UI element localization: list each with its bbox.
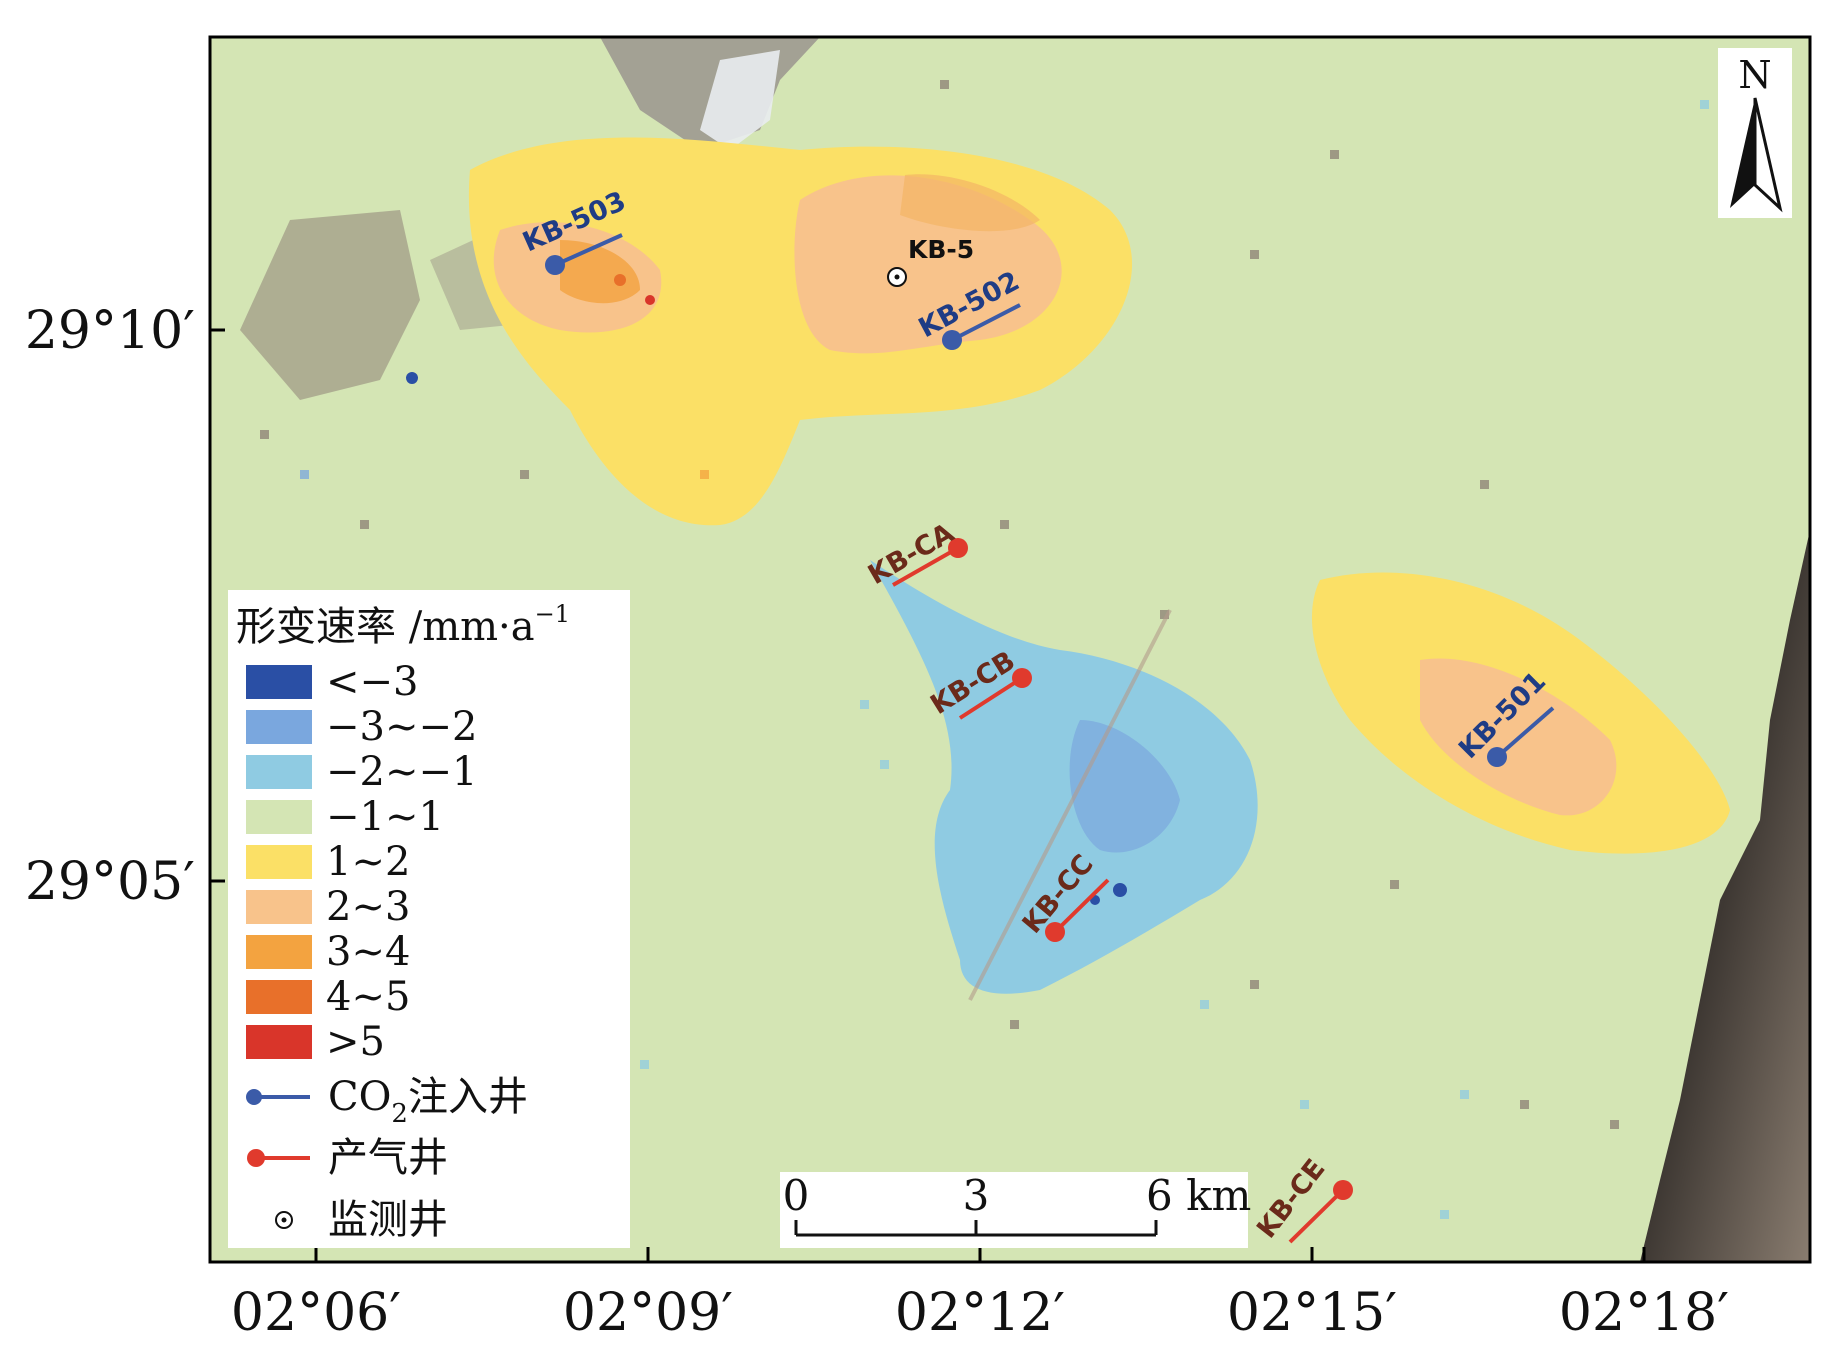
legend-class-label: 1~2 xyxy=(326,839,410,885)
legend-swatch xyxy=(246,845,312,879)
legend-class-label: >5 xyxy=(326,1019,385,1065)
north-arrow-icon xyxy=(1730,98,1755,208)
y-tick-label: 29°10′ xyxy=(25,301,195,361)
scale-label: 6 km xyxy=(1146,1171,1251,1220)
legend-class-item: 4~5 xyxy=(246,974,410,1020)
map-frame xyxy=(208,35,1812,1264)
legend-class-label: −1~1 xyxy=(326,794,444,840)
scale-label: 0 xyxy=(783,1171,810,1220)
north-label: N xyxy=(1738,53,1771,97)
legend-swatch xyxy=(246,710,312,744)
legend-class-item: >5 xyxy=(246,1019,385,1065)
pipeline-trace xyxy=(968,609,1172,1001)
x-tick-label: 02°12′ xyxy=(895,1283,1065,1343)
legend: 形变速率 /mm·a−1 <−3−3~−2−2~−1−1~11~22~33~44… xyxy=(228,590,630,1248)
x-tick-label: 02°09′ xyxy=(563,1283,733,1343)
legend-gas-well: 产气井 xyxy=(247,1135,448,1181)
subsidence-zone-center xyxy=(870,560,1258,994)
speckle-pixels xyxy=(260,80,1709,1219)
legend-swatch xyxy=(246,665,312,699)
north-arrow: N xyxy=(1718,48,1792,218)
x-tick-label: 02°15′ xyxy=(1227,1283,1397,1343)
legend-swatch xyxy=(246,980,312,1014)
legend-class-item: −2~−1 xyxy=(246,749,477,795)
legend-swatch xyxy=(246,800,312,834)
legend-class-item: <−3 xyxy=(246,659,418,705)
well-kb5[interactable]: KB-5 xyxy=(887,235,974,287)
legend-class-item: 2~3 xyxy=(246,884,410,930)
legend-label: 监测井 xyxy=(328,1197,448,1243)
legend-swatch xyxy=(246,890,312,924)
legend-label: CO2注入井 xyxy=(328,1074,528,1129)
legend-co2-well: CO2注入井 xyxy=(246,1074,528,1129)
legend-swatch xyxy=(246,755,312,789)
legend-class-item: −3~−2 xyxy=(246,704,477,750)
legend-classes: <−3−3~−2−2~−1−1~11~22~33~44~5>5 xyxy=(246,659,477,1065)
x-tick-label: 02°18′ xyxy=(1559,1283,1729,1343)
legend-swatch xyxy=(246,935,312,969)
x-tick-label: 02°06′ xyxy=(231,1283,401,1343)
legend-label: 产气井 xyxy=(328,1135,448,1181)
terrain-east-edge xyxy=(1640,530,1810,1262)
legend-class-label: −3~−2 xyxy=(326,704,477,750)
legend-class-label: <−3 xyxy=(326,659,418,705)
legend-class-label: 2~3 xyxy=(326,884,410,930)
legend-class-label: −2~−1 xyxy=(326,749,477,795)
legend-swatch xyxy=(246,1025,312,1059)
legend-class-item: 1~2 xyxy=(246,839,410,885)
legend-monitor-well: 监测井 xyxy=(275,1197,448,1243)
scale-bar: 0 3 6 km xyxy=(780,1171,1251,1248)
well-label: KB-5 xyxy=(908,235,974,264)
terrain-patch-west xyxy=(240,210,420,400)
legend-class-item: −1~1 xyxy=(246,794,444,840)
y-tick-label: 29°05′ xyxy=(25,852,195,912)
legend-class-label: 4~5 xyxy=(326,974,410,1020)
legend-class-label: 3~4 xyxy=(326,929,410,975)
legend-class-item: 3~4 xyxy=(246,929,410,975)
legend-title: 形变速率 /mm·a−1 xyxy=(236,600,570,650)
scale-label: 3 xyxy=(963,1171,990,1220)
